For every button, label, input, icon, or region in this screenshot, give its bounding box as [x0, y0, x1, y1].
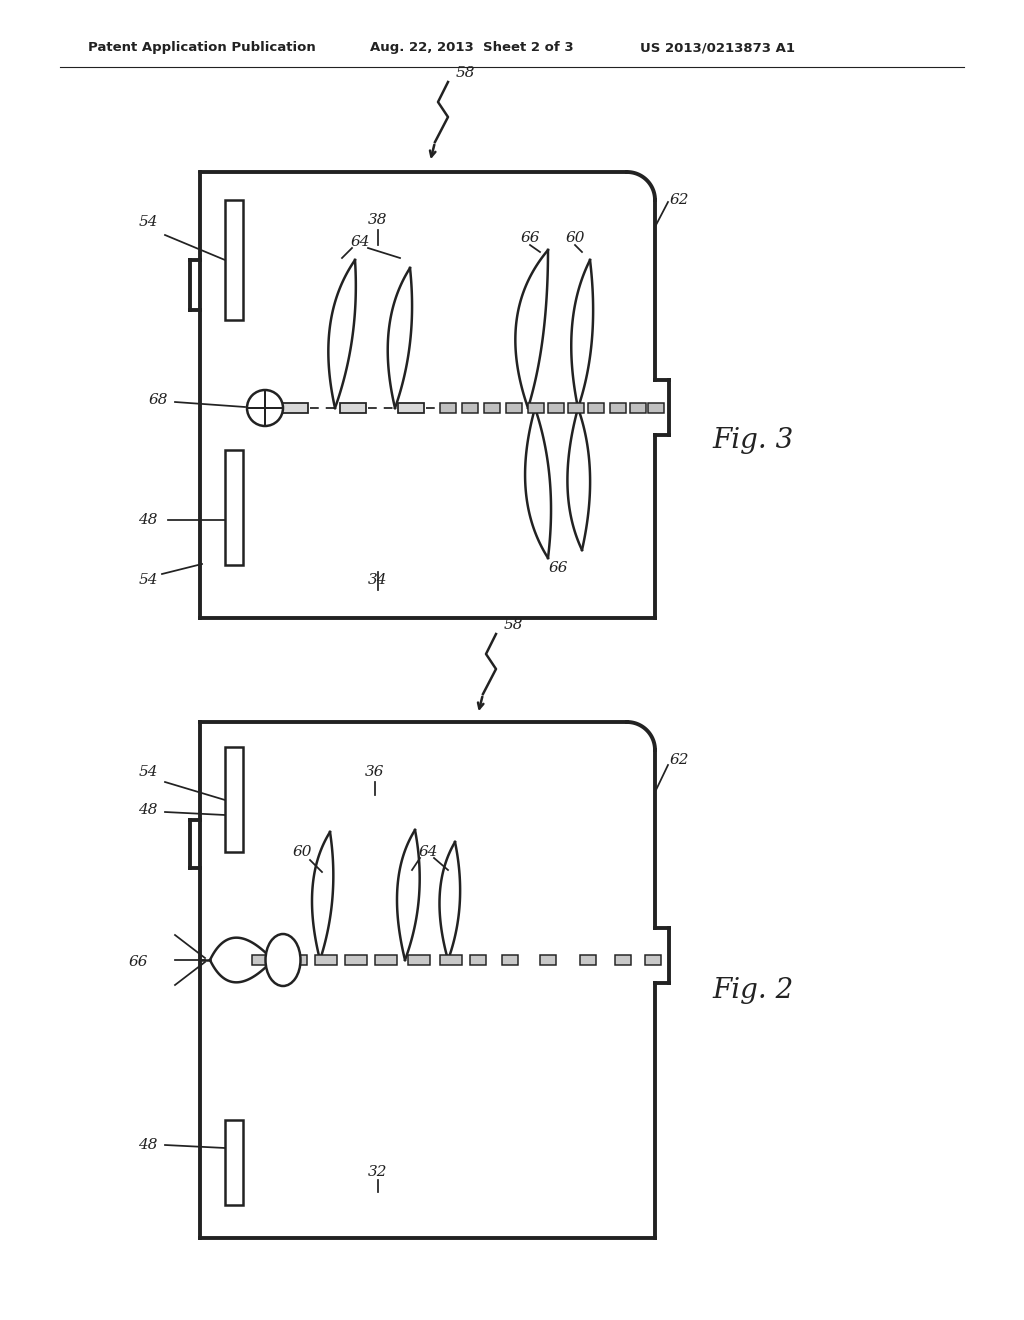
Text: US 2013/0213873 A1: US 2013/0213873 A1 [640, 41, 795, 54]
Text: 60: 60 [565, 231, 585, 246]
Text: 54: 54 [138, 766, 158, 779]
Bar [375, 954, 397, 965]
Bar [540, 954, 556, 965]
Bar [484, 403, 500, 413]
Text: 48: 48 [138, 513, 158, 527]
Bar [645, 954, 662, 965]
Text: 68: 68 [148, 393, 168, 407]
Text: 66: 66 [128, 954, 148, 969]
Text: Patent Application Publication: Patent Application Publication [88, 41, 315, 54]
Text: 32: 32 [369, 1166, 388, 1179]
Text: 54: 54 [138, 573, 158, 587]
Bar [506, 403, 522, 413]
Bar [225, 450, 243, 565]
Bar [408, 954, 430, 965]
Bar [440, 403, 456, 413]
Bar [648, 403, 664, 413]
Circle shape [247, 389, 283, 426]
Bar [630, 403, 646, 413]
Text: 58: 58 [504, 618, 523, 632]
Text: 58: 58 [456, 66, 475, 81]
Text: 62: 62 [670, 193, 689, 207]
Bar [502, 954, 518, 965]
Bar [225, 201, 243, 319]
Bar [225, 1119, 243, 1205]
Ellipse shape [265, 935, 300, 986]
Bar [580, 954, 596, 965]
Text: 66: 66 [520, 231, 540, 246]
Text: 48: 48 [138, 803, 158, 817]
Text: 48: 48 [138, 1138, 158, 1152]
Bar [252, 954, 274, 965]
Bar [470, 954, 486, 965]
Bar [282, 403, 308, 413]
Bar [225, 747, 243, 851]
Text: 60: 60 [292, 845, 311, 859]
Text: 66: 66 [548, 561, 567, 576]
Text: 54: 54 [138, 215, 158, 228]
Text: 34: 34 [369, 573, 388, 587]
Bar [610, 403, 626, 413]
Text: 38: 38 [369, 213, 388, 227]
Bar [548, 403, 564, 413]
Bar [285, 954, 307, 965]
Bar [340, 403, 366, 413]
Text: 64: 64 [418, 845, 437, 859]
Bar [462, 403, 478, 413]
Bar [398, 403, 424, 413]
Text: 62: 62 [670, 752, 689, 767]
Text: 36: 36 [366, 766, 385, 779]
Text: Fig. 3: Fig. 3 [712, 426, 794, 454]
Bar [345, 954, 367, 965]
Bar [315, 954, 337, 965]
Text: 64: 64 [350, 235, 370, 249]
Text: Aug. 22, 2013  Sheet 2 of 3: Aug. 22, 2013 Sheet 2 of 3 [370, 41, 573, 54]
Bar [588, 403, 604, 413]
Bar [615, 954, 631, 965]
Text: Fig. 2: Fig. 2 [712, 977, 794, 1003]
Bar [568, 403, 584, 413]
Bar [528, 403, 544, 413]
Bar [440, 954, 462, 965]
